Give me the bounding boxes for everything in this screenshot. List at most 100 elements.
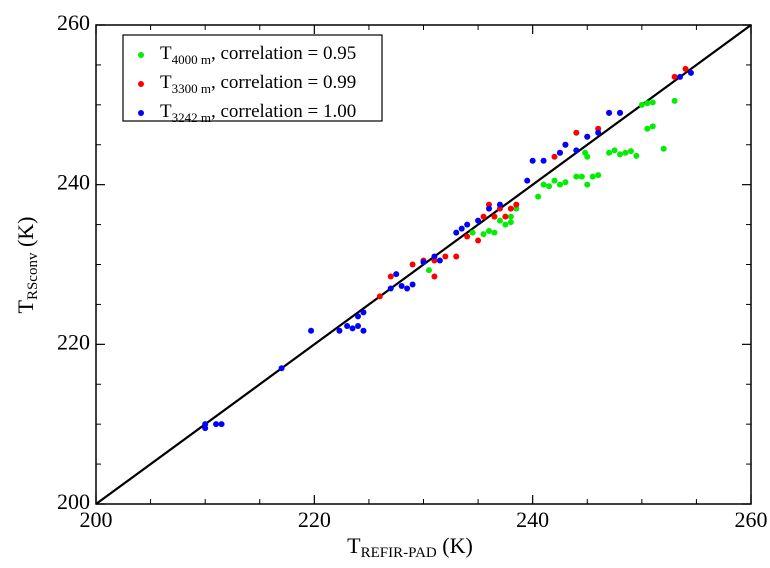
point [360, 309, 367, 316]
point [573, 173, 580, 180]
point [360, 327, 367, 334]
legend: T4000 m, correlation = 0.95 T3300 m, corr… [138, 43, 356, 125]
point [344, 322, 351, 329]
point [464, 221, 471, 228]
point [213, 421, 220, 428]
y-tick-label: 240 [57, 170, 90, 195]
point [469, 229, 476, 236]
point [202, 421, 209, 428]
legend-label: T3300 m, correlation = 0.99 [160, 72, 356, 96]
point [431, 273, 438, 280]
x-tick-label: 260 [735, 507, 768, 532]
point [589, 173, 596, 180]
point [682, 65, 689, 72]
point [496, 217, 503, 224]
point [556, 181, 563, 188]
point [349, 325, 356, 332]
point [442, 253, 449, 260]
point [355, 313, 361, 320]
point [551, 153, 558, 160]
point [355, 322, 361, 329]
point [611, 147, 618, 154]
point [627, 148, 634, 155]
x-tick-label: 240 [516, 507, 549, 532]
legend-marker [138, 52, 144, 58]
point [671, 97, 678, 104]
point [638, 101, 645, 108]
point [496, 201, 503, 208]
point [540, 157, 547, 164]
point [486, 227, 492, 234]
point [502, 213, 509, 220]
point [546, 183, 553, 190]
point [491, 229, 498, 236]
point [458, 225, 465, 232]
point [595, 129, 602, 136]
point [278, 365, 285, 372]
point [660, 145, 667, 152]
y-tick-label: 260 [57, 10, 90, 35]
point [464, 233, 471, 240]
point [218, 421, 225, 428]
point [562, 141, 569, 148]
y-tick-label: 220 [57, 329, 90, 354]
point [677, 73, 684, 80]
point [573, 147, 580, 154]
y-axis-label: TRSconv (K) [13, 216, 41, 313]
point [606, 109, 613, 116]
point [649, 99, 656, 106]
legend-marker [138, 110, 144, 116]
point [425, 267, 432, 274]
point [540, 181, 547, 188]
point [584, 133, 591, 140]
legend-label: T3242 m, correlation = 1.00 [160, 101, 356, 125]
point [606, 149, 613, 156]
point [453, 229, 460, 236]
point [486, 205, 492, 212]
point [387, 285, 394, 292]
point [644, 100, 651, 107]
point [507, 205, 514, 212]
point [480, 231, 487, 238]
point [617, 151, 623, 158]
point [393, 271, 400, 278]
point [409, 261, 416, 268]
point [687, 69, 694, 76]
point [595, 172, 602, 179]
point [551, 177, 558, 184]
point [398, 283, 405, 290]
point [409, 281, 416, 288]
point [502, 221, 509, 228]
point [480, 213, 487, 220]
point [633, 152, 640, 159]
point [562, 179, 569, 186]
point [584, 181, 591, 188]
point [491, 213, 498, 220]
point [524, 177, 531, 184]
point [578, 173, 585, 180]
point [649, 123, 656, 130]
point [431, 253, 438, 260]
point [584, 153, 591, 160]
x-axis-label: TREFIR-PAD (K) [347, 533, 473, 561]
point [376, 293, 383, 300]
point [336, 327, 343, 334]
point [436, 257, 443, 264]
point [475, 237, 482, 244]
point [644, 125, 651, 132]
point [420, 259, 427, 266]
point [556, 149, 563, 156]
point [453, 253, 460, 260]
point [617, 109, 623, 116]
point [404, 285, 411, 292]
point [507, 219, 514, 226]
point [507, 213, 514, 220]
legend-box [122, 34, 383, 122]
point [475, 217, 482, 224]
point [671, 73, 678, 80]
legend-marker [138, 81, 144, 87]
point [573, 129, 580, 136]
point [513, 201, 520, 208]
legend-label: T4000 m, correlation = 0.95 [160, 43, 356, 67]
